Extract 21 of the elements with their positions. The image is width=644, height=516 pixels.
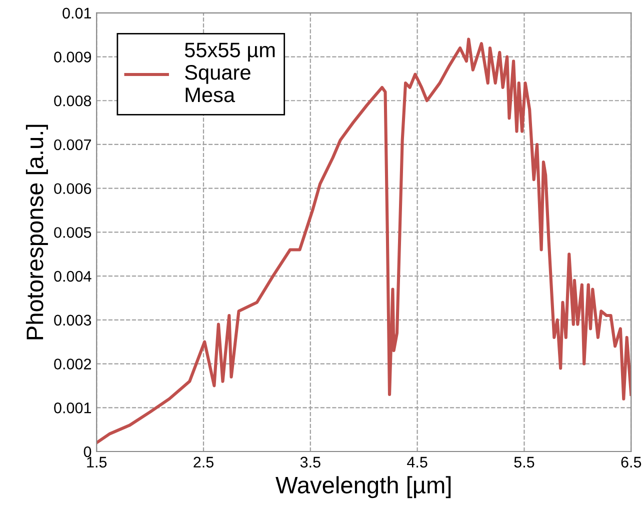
- y-tick-label: 0.007: [54, 139, 91, 150]
- x-tick-label: 4.5: [407, 456, 428, 468]
- y-tick-label: 0.005: [54, 227, 92, 238]
- x-tick-label: 2.5: [194, 456, 214, 468]
- x-axis-title: Wavelength [µm]: [276, 476, 451, 498]
- x-tick-label: 3.5: [300, 456, 320, 468]
- x-tick-label: 1.5: [87, 456, 107, 468]
- legend-label: 55x55 µm Square Mesa: [184, 42, 275, 102]
- y-tick-label: 0.006: [54, 183, 92, 194]
- y-tick-label: 0.003: [54, 314, 92, 326]
- y-tick-label: 0.01: [62, 8, 91, 19]
- line-series: [96, 38, 632, 444]
- y-tick-label: 0.002: [54, 358, 91, 370]
- y-axis-title: Photoresponse [a.u.]: [26, 124, 48, 340]
- y-tick-label: 0.004: [54, 270, 92, 282]
- y-tick-label: 0.001: [54, 402, 91, 414]
- x-tick-label: 6.5: [621, 456, 642, 468]
- y-tick-label: 0: [84, 446, 92, 458]
- x-tick-label: 5.5: [514, 456, 534, 468]
- y-tick-label: 0.008: [54, 95, 92, 106]
- y-tick-label: 0.009: [54, 52, 92, 62]
